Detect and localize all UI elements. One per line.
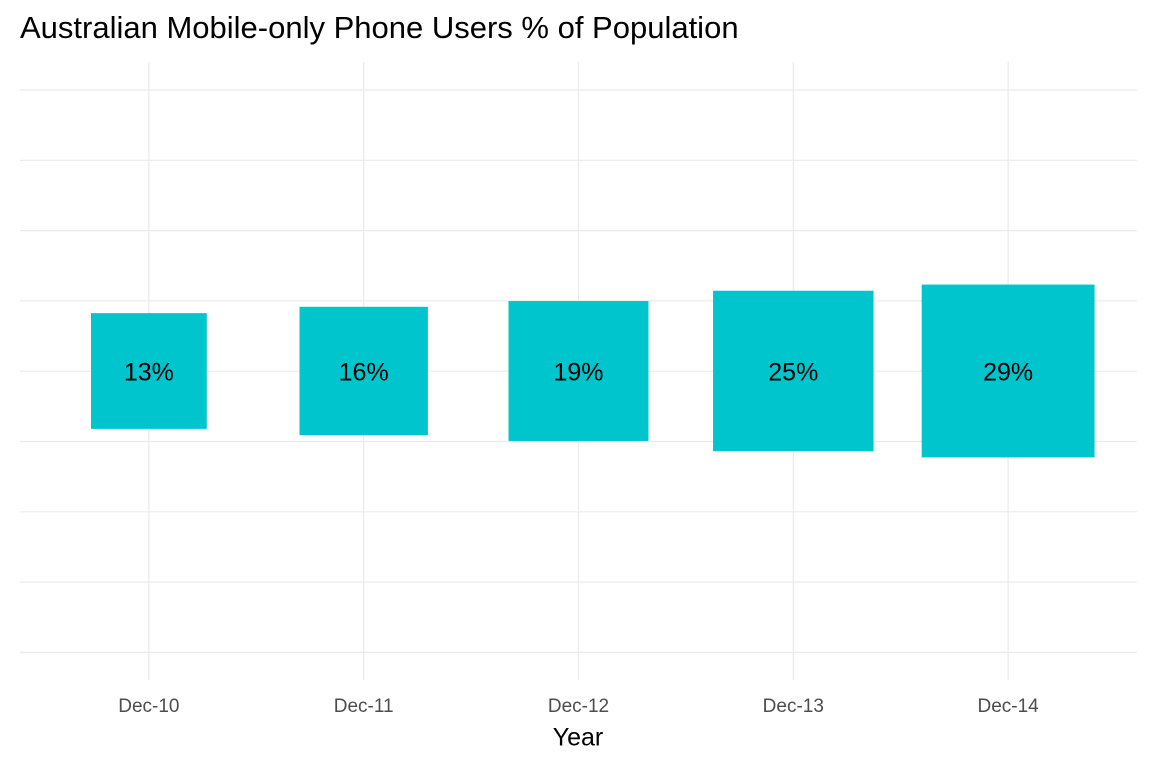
value-label: 19% (553, 359, 603, 387)
x-tick-label: Dec-14 (977, 696, 1039, 717)
value-label: 13% (124, 359, 174, 387)
square (91, 313, 207, 429)
x-tick-label: Dec-13 (763, 696, 824, 717)
square (713, 290, 874, 452)
value-label: 25% (768, 359, 818, 387)
square (299, 306, 428, 436)
value-label: 16% (339, 359, 389, 387)
value-label: 29% (983, 359, 1033, 387)
x-axis-label: Year (553, 724, 604, 752)
square (921, 284, 1095, 458)
square (508, 301, 649, 441)
chart-title: Australian Mobile-only Phone Users % of … (20, 10, 739, 45)
x-tick-label: Dec-12 (548, 696, 609, 717)
x-tick-label: Dec-10 (118, 696, 179, 717)
x-tick-label: Dec-11 (334, 696, 394, 717)
